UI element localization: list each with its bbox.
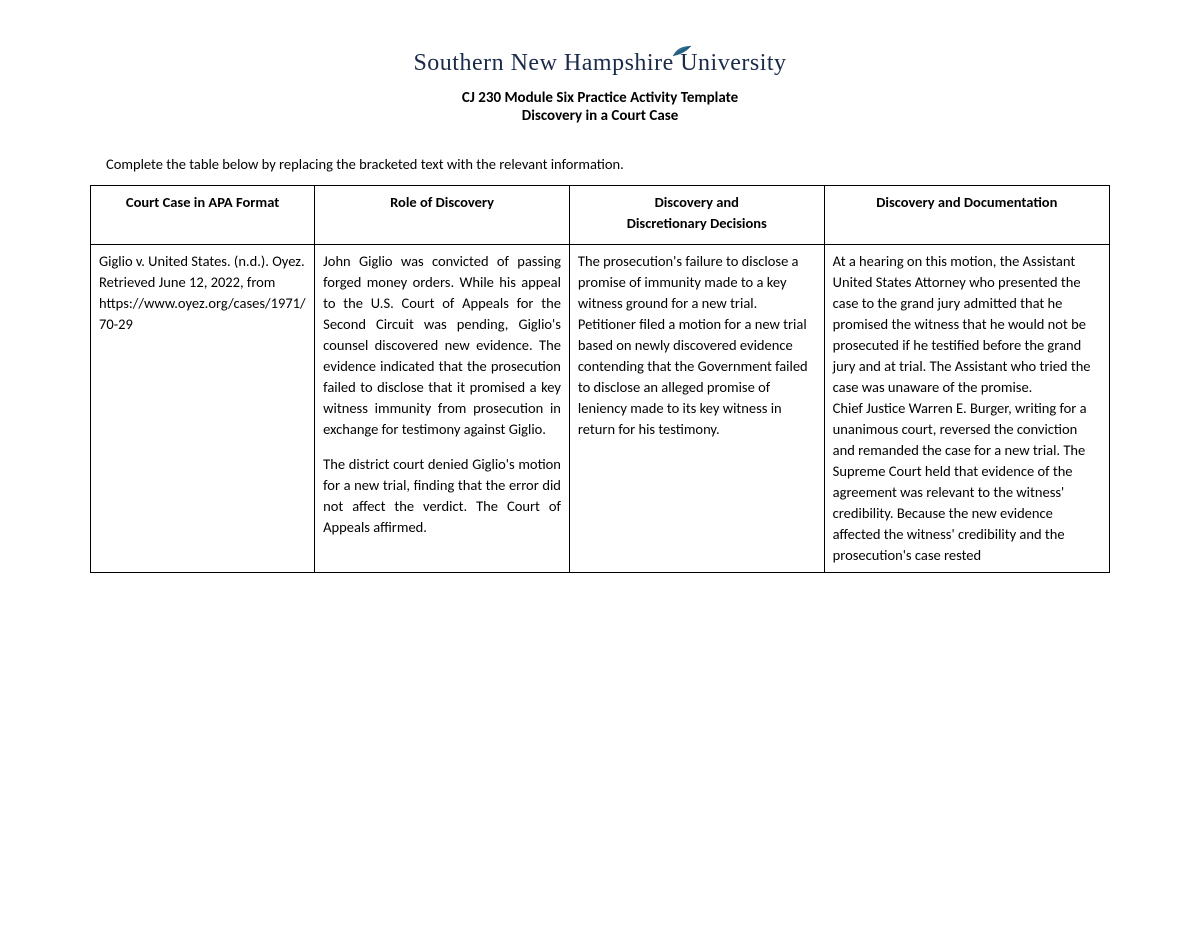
discovery-table: Court Case in APA Format Role of Discove… [90,185,1110,573]
cell-court-case: Giglio v. United States. (n.d.). Oyez. R… [91,245,315,573]
header-col3-line2: Discretionary Decisions [574,213,820,234]
court-case-text: Giglio v. United States. (n.d.). Oyez. R… [99,251,306,335]
cell-discretionary: The prosecution's failure to disclose a … [569,245,824,573]
documentation-p1: At a hearing on this motion, the Assista… [833,251,1101,398]
logo-text: Southern New Hampshire University [413,50,786,76]
document-header: Southern New Hampshire University CJ 230… [90,50,1110,125]
table-row: Giglio v. United States. (n.d.). Oyez. R… [91,245,1110,573]
header-col2: Role of Discovery [315,186,570,245]
doc-title-line2: Discovery in a Court Case [90,107,1110,125]
university-logo: Southern New Hampshire University [413,50,786,77]
discretionary-text: The prosecution's failure to disclose a … [578,251,816,440]
documentation-p2: Chief Justice Warren E. Burger, writing … [833,398,1101,566]
header-col1: Court Case in APA Format [91,186,315,245]
header-col4: Discovery and Documentation [824,186,1109,245]
cell-role-discovery: John Giglio was convicted of passing for… [315,245,570,573]
header-col3-line1: Discovery and [574,192,820,213]
instructions-text: Complete the table below by replacing th… [106,155,1110,173]
role-discovery-p1: John Giglio was convicted of passing for… [323,251,561,440]
leaf-icon [671,44,693,58]
doc-title-line1: CJ 230 Module Six Practice Activity Temp… [90,89,1110,107]
header-col3: Discovery and Discretionary Decisions [569,186,824,245]
table-header-row: Court Case in APA Format Role of Discove… [91,186,1110,245]
role-discovery-p2: The district court denied Giglio's motio… [323,454,561,538]
cell-documentation: At a hearing on this motion, the Assista… [824,245,1109,573]
